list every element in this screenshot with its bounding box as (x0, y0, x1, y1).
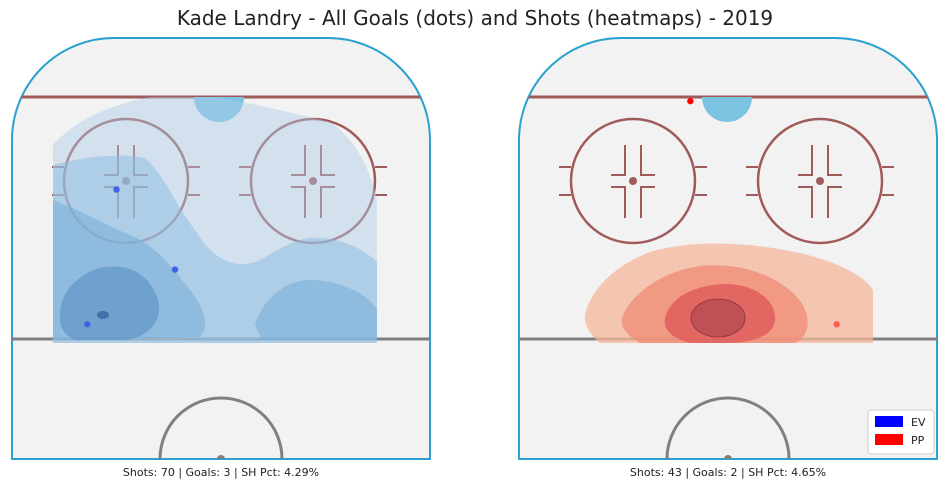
goal-crease (194, 97, 244, 122)
caption-pp: Shots: 43 | Goals: 2 | SH Pct: 4.65% (630, 466, 826, 479)
caption-ev: Shots: 70 | Goals: 3 | SH Pct: 4.29% (123, 466, 319, 479)
heatmap-level-4 (690, 298, 746, 338)
legend-label: PP (911, 434, 925, 447)
heatmap-level-4 (59, 266, 160, 340)
faceoff-circle-left (569, 117, 697, 245)
center-circle (665, 396, 791, 459)
rink-pp: Shots: 43 | Goals: 2 | SH Pct: 4.65% (518, 37, 938, 479)
goal-dot (687, 97, 694, 105)
rink-boards (11, 37, 431, 460)
heatmap-pp (584, 243, 873, 343)
goal-dot (113, 186, 120, 193)
faceoff-hashmarks-right (746, 145, 894, 218)
center-circle (158, 396, 284, 459)
rink-ev: Shots: 70 | Goals: 3 | SH Pct: 4.29% (11, 37, 431, 479)
heatmap-level-3b (255, 280, 377, 340)
faceoff-dot-right (309, 177, 317, 185)
center-dot (217, 455, 225, 459)
faceoff-dot-right (816, 177, 824, 185)
chart-title: Kade Landry - All Goals (dots) and Shots… (176, 6, 774, 30)
faceoff-hashmarks-left (559, 145, 707, 218)
legend-swatch (875, 434, 903, 445)
goal-crease (702, 97, 752, 122)
legend: EV PP (867, 409, 935, 455)
legend-swatch (875, 416, 903, 427)
legend-label: EV (911, 416, 926, 429)
heatmap-level-5 (97, 311, 109, 319)
goal-dot (833, 321, 840, 328)
goal-dot (84, 321, 91, 328)
center-dot (724, 455, 732, 459)
heatmap-ev (53, 97, 377, 343)
faceoff-hashmarks-right (239, 145, 387, 218)
faceoff-circle-right (756, 117, 884, 245)
faceoff-dot-left (629, 177, 637, 185)
goal-dot (171, 266, 179, 273)
